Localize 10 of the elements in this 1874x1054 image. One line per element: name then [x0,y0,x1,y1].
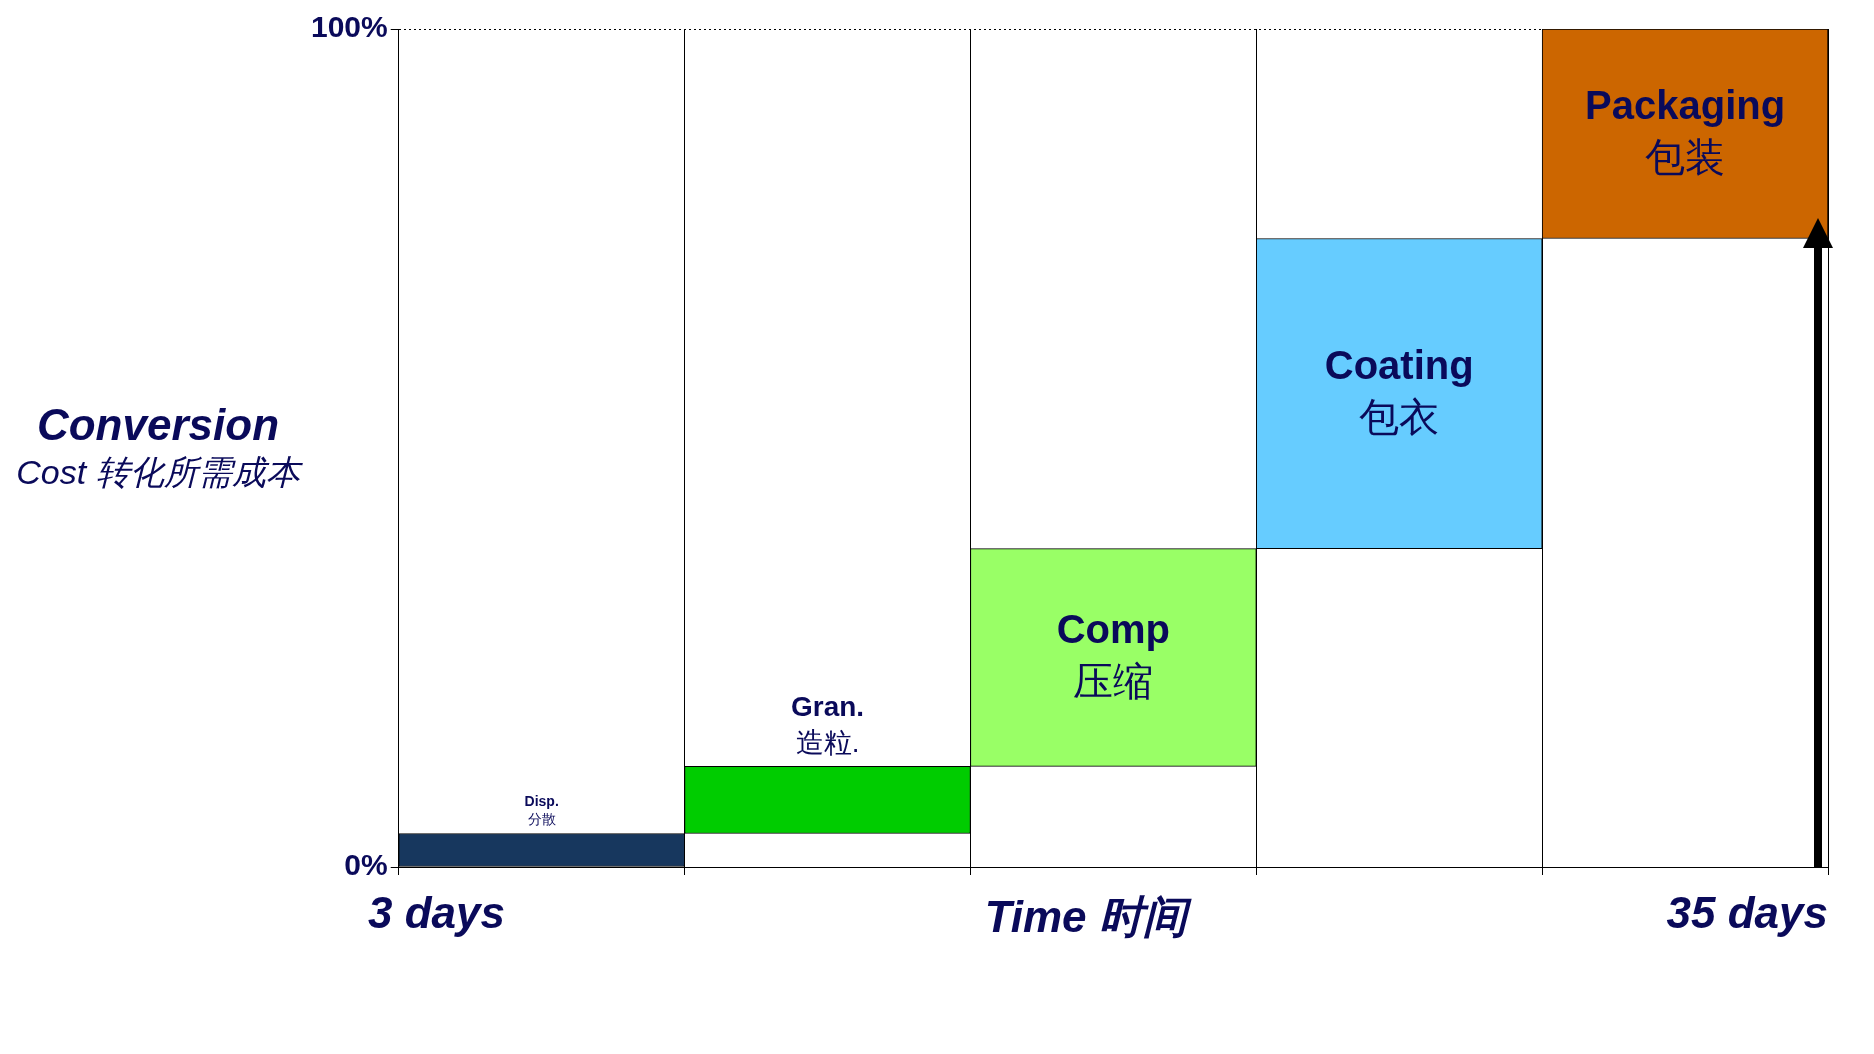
y-axis-title: Conversion Cost 转化所需成本 [15,400,303,493]
text: 35 days [1666,888,1828,939]
x-tick-label: Comp 压缩 [1056,606,1171,703]
x-tick-label: Coating 包衣 [1324,342,1474,439]
x-tick-label: Disp. 分散 [524,793,559,828]
y-tick-label: 100% [310,10,388,44]
text: 3 days [368,888,505,939]
x-tick-label: Packaging 包装 [1585,82,1786,179]
x-tick-label: Gran. 造粒. [791,690,864,758]
y-tick-label: 0% [344,848,388,882]
